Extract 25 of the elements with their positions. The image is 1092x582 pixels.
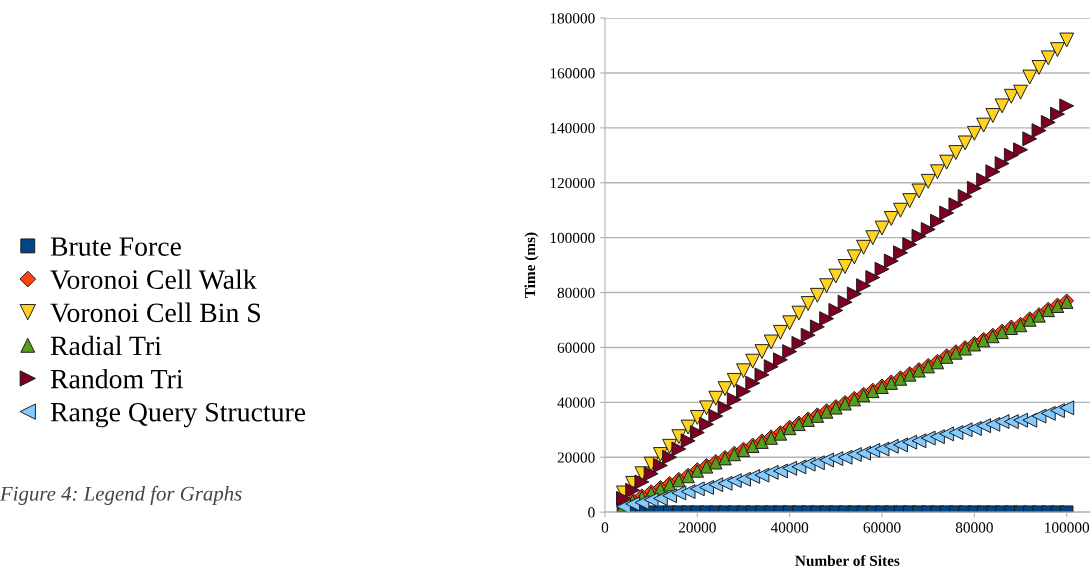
x-axis-title: Number of Sites bbox=[795, 555, 900, 566]
y-tick-label: 140000 bbox=[550, 122, 595, 134]
y-tick-label: 120000 bbox=[550, 177, 595, 189]
x-tick-label: 40000 bbox=[770, 522, 809, 533]
legend-label: Range Query Structure bbox=[50, 402, 306, 428]
x-tick-label: 80000 bbox=[955, 522, 993, 533]
legend-label: Radial Tri bbox=[50, 335, 162, 356]
y-tick-label: 80000 bbox=[557, 287, 595, 298]
legend-label: Brute Force bbox=[50, 237, 181, 256]
y-tick-label: 60000 bbox=[557, 342, 595, 353]
y-tick-label: 100000 bbox=[550, 232, 595, 244]
y-tick-label: 0 bbox=[588, 507, 595, 518]
y-axis-title: Time (ms) bbox=[524, 232, 539, 299]
y-tick-label: 160000 bbox=[550, 68, 595, 79]
x-tick-label: 60000 bbox=[863, 522, 901, 533]
x-tick-label: 100000 bbox=[1045, 522, 1090, 533]
legend-label: Random Tri bbox=[50, 368, 184, 389]
x-tick-label: 20000 bbox=[678, 522, 716, 533]
legend-label: Voronoi Cell Walk bbox=[50, 269, 257, 290]
y-tick-label: 40000 bbox=[557, 397, 595, 408]
y-tick-label: 180000 bbox=[550, 13, 595, 24]
y-tick-label: 20000 bbox=[557, 452, 595, 463]
legend-label: Voronoi Cell Bin S bbox=[50, 302, 260, 323]
caption: Figure 4: Legend for Graphs bbox=[0, 485, 242, 505]
x-tick-label: 0 bbox=[601, 522, 609, 533]
